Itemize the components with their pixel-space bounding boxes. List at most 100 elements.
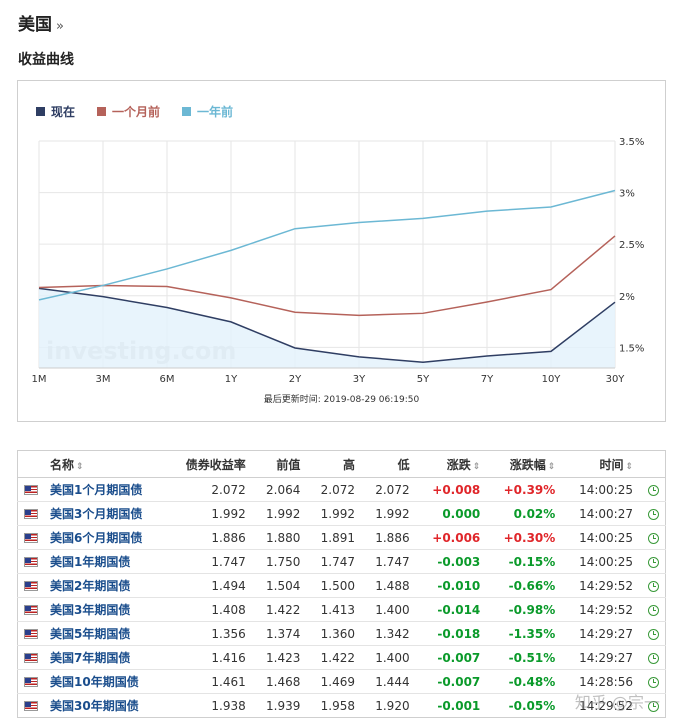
- high-cell: 1.413: [306, 597, 361, 622]
- yield-cell: 1.938: [166, 693, 252, 718]
- chg-cell: -0.018: [415, 621, 487, 646]
- table-row[interactable]: 美国1个月期国债 2.072 2.064 2.072 2.072 +0.008 +0.39%…: [17, 477, 666, 502]
- yield-curve-svg: 1.5%2%2.5%3%3.5%investing.com1M3M6M1Y2Y3…: [32, 137, 645, 385]
- bond-name-link[interactable]: 美国1年期国债: [50, 555, 131, 569]
- chg-cell: +0.006: [415, 525, 487, 550]
- legend-item[interactable]: 一年前: [182, 103, 233, 120]
- chg-cell: 0.000: [415, 501, 487, 526]
- yield-cell: 1.747: [166, 549, 252, 574]
- chg-cell: -0.007: [415, 669, 487, 694]
- chg-pct-cell: -0.48%: [486, 669, 562, 694]
- bond-name-link[interactable]: 美国2年期国债: [50, 579, 131, 593]
- x-tick-label: 3M: [96, 374, 111, 385]
- low-cell: 1.747: [360, 549, 416, 574]
- clock-icon: [639, 621, 666, 646]
- prev-cell: 1.750: [251, 549, 307, 574]
- table-row[interactable]: 美国7年期国债 1.416 1.423 1.422 1.400 -0.007 -0.51% 1…: [17, 645, 666, 670]
- y-tick-label: 1.5%: [619, 343, 644, 354]
- table-header-row: 名称 ⇕ 债券收益率 前值 高 低 涨跌 ⇕ 涨跌幅 ⇕ 时间 ⇕: [17, 450, 666, 478]
- table-row[interactable]: 美国30年期国债 1.938 1.939 1.958 1.920 -0.001 -0.05%…: [17, 693, 666, 718]
- us-flag-icon: [17, 669, 44, 694]
- table-row[interactable]: 美国3年期国债 1.408 1.422 1.413 1.400 -0.014 -0.98% 1…: [17, 597, 666, 622]
- legend-label: 现在: [51, 105, 76, 119]
- breadcrumb-separator: »: [56, 19, 64, 34]
- time-cell: 14:29:52: [561, 573, 639, 598]
- col-header-chg-pct[interactable]: 涨跌幅 ⇕: [486, 450, 562, 478]
- low-cell: 1.400: [360, 597, 416, 622]
- table-row[interactable]: 美国3个月期国债 1.992 1.992 1.992 1.992 0.000 0.02% 14…: [17, 501, 666, 526]
- table-row[interactable]: 美国2年期国债 1.494 1.504 1.500 1.488 -0.010 -0.66% 1…: [17, 573, 666, 598]
- col-header-low[interactable]: 低: [360, 450, 416, 478]
- bond-name-link[interactable]: 美国3年期国债: [50, 603, 131, 617]
- site-watermark: 知乎 @宗一: [574, 693, 660, 712]
- prev-cell: 1.880: [251, 525, 307, 550]
- col-header-name[interactable]: 名称 ⇕: [44, 450, 167, 478]
- bond-name-link[interactable]: 美国6个月期国债: [50, 531, 143, 545]
- chg-cell: -0.007: [415, 645, 487, 670]
- high-cell: 1.992: [306, 501, 361, 526]
- bond-quotes-table: 名称 ⇕ 债券收益率 前值 高 低 涨跌 ⇕ 涨跌幅 ⇕ 时间 ⇕ 美国1个月期国债 2.…: [17, 450, 666, 718]
- time-cell: 14:29:27: [561, 645, 639, 670]
- high-cell: 2.072: [306, 477, 361, 502]
- legend-item[interactable]: 一个月前: [97, 103, 160, 120]
- bond-name-link[interactable]: 美国5年期国债: [50, 627, 131, 641]
- chg-pct-cell: +0.39%: [486, 477, 562, 502]
- bond-name-cell: 美国6个月期国债: [44, 525, 167, 550]
- us-flag-icon: [17, 525, 44, 550]
- bond-name-link[interactable]: 美国10年期国债: [50, 675, 139, 689]
- y-tick-label: 3.5%: [619, 137, 644, 148]
- col-header-time[interactable]: 时间 ⇕: [561, 450, 639, 478]
- col-header-chg-label: 涨跌: [446, 457, 471, 472]
- prev-cell: 1.939: [251, 693, 307, 718]
- low-cell: 1.992: [360, 501, 416, 526]
- bond-name-cell: 美国2年期国债: [44, 573, 167, 598]
- clock-icon: [639, 669, 666, 694]
- col-header-prev[interactable]: 前值: [251, 450, 307, 478]
- yield-cell: 1.356: [166, 621, 252, 646]
- us-flag-icon: [17, 477, 44, 502]
- col-header-chg[interactable]: 涨跌 ⇕: [415, 450, 487, 478]
- clock-icon: [639, 501, 666, 526]
- us-flag-icon: [17, 501, 44, 526]
- table-row[interactable]: 美国6个月期国债 1.886 1.880 1.891 1.886 +0.006 +0.30%…: [17, 525, 666, 550]
- bond-name-cell: 美国3年期国债: [44, 597, 167, 622]
- col-header-high[interactable]: 高: [306, 450, 361, 478]
- time-cell: 14:00:25: [561, 477, 639, 502]
- high-cell: 1.500: [306, 573, 361, 598]
- clock-icon: [639, 549, 666, 574]
- table-row[interactable]: 美国1年期国债 1.747 1.750 1.747 1.747 -0.003 -0.15% 1…: [17, 549, 666, 574]
- col-header-chg-pct-label: 涨跌幅: [509, 457, 546, 472]
- chg-cell: -0.001: [415, 693, 487, 718]
- clock-icon: [639, 525, 666, 550]
- breadcrumb: 美国 »: [18, 10, 64, 35]
- prev-cell: 1.374: [251, 621, 307, 646]
- sort-icon: ⇕: [547, 461, 556, 472]
- low-cell: 1.488: [360, 573, 416, 598]
- time-cell: 14:29:27: [561, 621, 639, 646]
- time-cell: 14:00:25: [561, 549, 639, 574]
- chg-pct-cell: -0.98%: [486, 597, 562, 622]
- bond-name-cell: 美国3个月期国债: [44, 501, 167, 526]
- section-title: 收益曲线: [18, 52, 74, 68]
- high-cell: 1.360: [306, 621, 361, 646]
- table-row[interactable]: 美国5年期国债 1.356 1.374 1.360 1.342 -0.018 -1.35% 1…: [17, 621, 666, 646]
- y-tick-label: 2%: [619, 292, 635, 303]
- breadcrumb-country[interactable]: 美国: [18, 15, 52, 35]
- sort-icon: ⇕: [472, 461, 481, 472]
- table-row[interactable]: 美国10年期国债 1.461 1.468 1.469 1.444 -0.007 -0.48%…: [17, 669, 666, 694]
- yield-cell: 1.461: [166, 669, 252, 694]
- sort-icon: ⇕: [625, 461, 633, 472]
- low-cell: 1.444: [360, 669, 416, 694]
- time-cell: 14:28:56: [561, 669, 639, 694]
- bond-name-link[interactable]: 美国7年期国债: [50, 651, 131, 665]
- bond-name-link[interactable]: 美国3个月期国债: [50, 507, 143, 521]
- bond-name-cell: 美国5年期国债: [44, 621, 167, 646]
- clock-icon: [639, 597, 666, 622]
- x-tick-label: 1Y: [225, 374, 238, 385]
- series-line: [38, 235, 616, 317]
- col-header-yield[interactable]: 债券收益率: [166, 450, 252, 478]
- bond-name-cell: 美国10年期国债: [44, 669, 167, 694]
- bond-name-link[interactable]: 美国30年期国债: [50, 699, 139, 713]
- bond-name-link[interactable]: 美国1个月期国债: [50, 483, 143, 497]
- legend-item[interactable]: 现在: [36, 103, 75, 120]
